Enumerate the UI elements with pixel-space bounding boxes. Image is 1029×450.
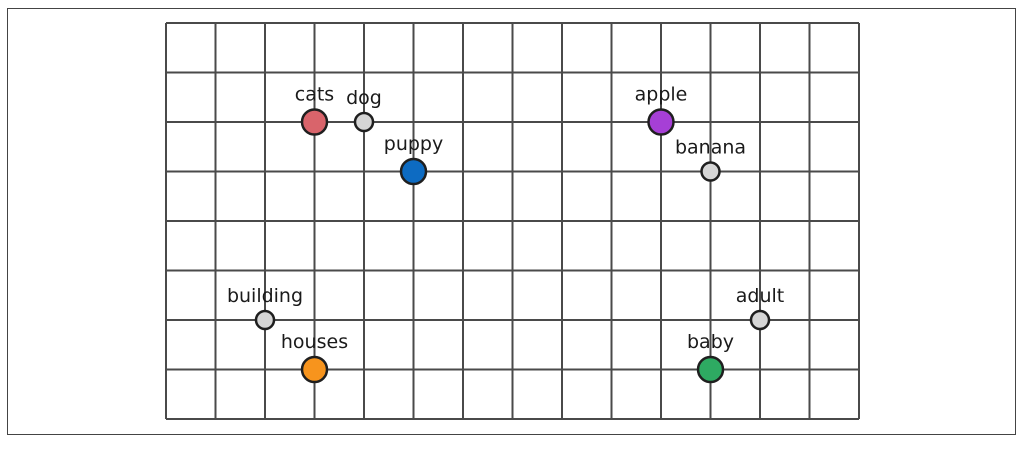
point-cats [300, 108, 329, 136]
points: cats dog puppy apple banana building houses adu… [227, 84, 784, 384]
point-apple [647, 108, 675, 136]
point-label-baby: baby [687, 331, 734, 353]
point-label-building: building [227, 285, 303, 307]
point-label-cats: cats [295, 84, 334, 106]
point-label-houses: houses [281, 331, 348, 353]
point-banana [700, 161, 721, 182]
point-building [254, 309, 276, 331]
point-label-banana: banana [675, 137, 746, 159]
grid [165, 22, 860, 420]
point-baby [696, 355, 725, 384]
point-label-puppy: puppy [384, 133, 443, 155]
point-houses [300, 355, 329, 384]
point-label-dog: dog [346, 87, 382, 109]
point-dog [353, 111, 375, 133]
point-puppy [399, 157, 428, 186]
point-adult [749, 309, 771, 331]
point-label-adult: adult [736, 285, 784, 307]
point-label-apple: apple [635, 84, 688, 106]
